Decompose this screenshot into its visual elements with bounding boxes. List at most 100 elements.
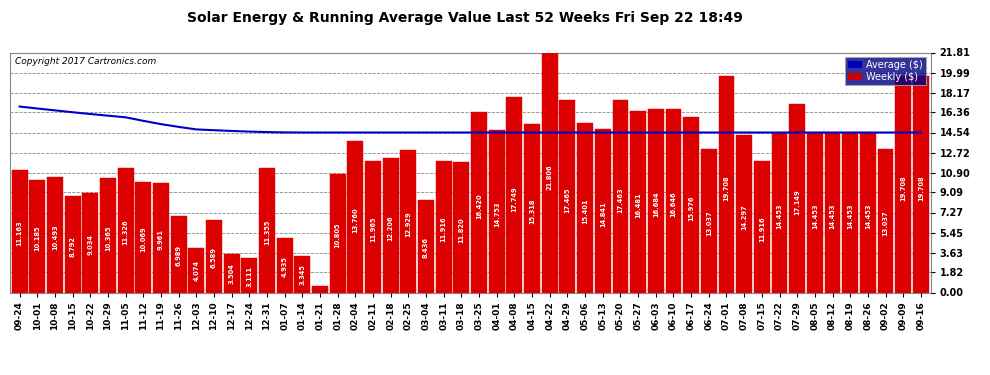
Bar (12, 170, 28, 292)
Bar (913, 76, 929, 292)
Text: 15.318: 15.318 (529, 199, 536, 224)
Text: Copyright 2017 Cartronics.com: Copyright 2017 Cartronics.com (15, 57, 155, 66)
Bar (330, 174, 346, 292)
Bar (100, 178, 116, 292)
Bar (383, 158, 399, 292)
Text: 6.989: 6.989 (175, 245, 182, 266)
Bar (365, 161, 381, 292)
Bar (64, 196, 80, 292)
Text: 13.760: 13.760 (352, 207, 358, 232)
Bar (647, 109, 663, 292)
Bar (224, 254, 240, 292)
Bar (507, 97, 523, 292)
Text: 8.792: 8.792 (69, 236, 75, 256)
Bar (631, 111, 646, 292)
Text: 3.504: 3.504 (229, 264, 235, 284)
Text: 12.206: 12.206 (388, 215, 394, 241)
Text: Solar Energy & Running Average Value Last 52 Weeks Fri Sep 22 18:49: Solar Energy & Running Average Value Las… (187, 11, 743, 25)
Bar (771, 134, 787, 292)
Bar (613, 100, 629, 292)
Text: 11.326: 11.326 (123, 220, 129, 246)
Bar (524, 124, 541, 292)
Text: 13.037: 13.037 (882, 211, 889, 237)
Text: 14.453: 14.453 (812, 203, 818, 229)
Bar (153, 183, 169, 292)
Text: 14.453: 14.453 (830, 203, 836, 229)
Bar (188, 248, 204, 292)
Bar (400, 150, 417, 292)
Bar (436, 161, 451, 292)
Text: 13.037: 13.037 (706, 211, 712, 237)
Text: 14.297: 14.297 (742, 204, 747, 230)
Text: 10.185: 10.185 (35, 226, 41, 252)
Bar (347, 141, 363, 292)
Text: 12.929: 12.929 (405, 211, 412, 237)
Bar (595, 129, 611, 292)
Bar (294, 256, 310, 292)
Text: 15.401: 15.401 (582, 198, 588, 224)
Text: 17.465: 17.465 (564, 188, 570, 213)
Bar (683, 117, 699, 292)
Text: 4.935: 4.935 (282, 256, 288, 277)
Bar (170, 216, 187, 292)
Bar (665, 110, 681, 292)
Text: 9.034: 9.034 (87, 234, 93, 255)
Text: 4.074: 4.074 (193, 261, 199, 282)
Text: 21.806: 21.806 (546, 165, 552, 190)
Text: 11.965: 11.965 (370, 216, 376, 242)
Bar (719, 76, 735, 292)
Bar (312, 286, 328, 292)
Bar (789, 104, 805, 292)
Text: 17.149: 17.149 (794, 189, 800, 215)
Text: 15.976: 15.976 (688, 195, 694, 221)
Text: 3.111: 3.111 (247, 266, 252, 286)
Text: 14.453: 14.453 (865, 203, 871, 229)
Bar (30, 180, 46, 292)
Bar (242, 258, 257, 292)
Text: 10.805: 10.805 (335, 223, 341, 248)
Text: 10.493: 10.493 (51, 224, 58, 250)
Text: 11.355: 11.355 (264, 220, 270, 245)
Bar (418, 200, 434, 292)
Text: 9.961: 9.961 (158, 230, 164, 251)
Text: 14.841: 14.841 (600, 201, 606, 227)
Text: 8.436: 8.436 (423, 237, 429, 258)
Bar (118, 168, 134, 292)
Text: 11.163: 11.163 (17, 221, 23, 246)
Bar (206, 220, 222, 292)
Text: 19.708: 19.708 (724, 176, 730, 201)
Bar (47, 177, 63, 292)
Bar (701, 149, 717, 292)
Text: 17.749: 17.749 (512, 186, 518, 211)
Text: 16.684: 16.684 (652, 192, 658, 217)
Bar (577, 123, 593, 292)
Bar (277, 238, 293, 292)
Bar (259, 168, 275, 292)
Bar (542, 53, 557, 292)
Bar (489, 130, 505, 292)
Text: 10.069: 10.069 (141, 226, 147, 252)
Legend: Average ($), Weekly ($): Average ($), Weekly ($) (844, 57, 926, 85)
Text: 16.481: 16.481 (636, 193, 642, 218)
Text: 3.345: 3.345 (299, 264, 305, 285)
Bar (737, 135, 752, 292)
Bar (860, 134, 876, 292)
Bar (136, 182, 151, 292)
Text: 14.453: 14.453 (847, 203, 853, 229)
Text: 16.420: 16.420 (476, 193, 482, 219)
Text: 14.453: 14.453 (776, 203, 782, 229)
Bar (453, 162, 469, 292)
Text: 11.820: 11.820 (458, 217, 464, 243)
Text: 19.708: 19.708 (918, 176, 924, 201)
Text: 6.589: 6.589 (211, 247, 217, 268)
Text: 11.916: 11.916 (758, 217, 765, 242)
Bar (895, 76, 911, 292)
Bar (82, 193, 98, 292)
Bar (807, 134, 823, 292)
Bar (842, 134, 858, 292)
Text: 17.463: 17.463 (618, 188, 624, 213)
Text: 10.365: 10.365 (105, 225, 111, 251)
Bar (753, 161, 770, 292)
Bar (559, 100, 575, 292)
Text: 19.708: 19.708 (900, 176, 906, 201)
